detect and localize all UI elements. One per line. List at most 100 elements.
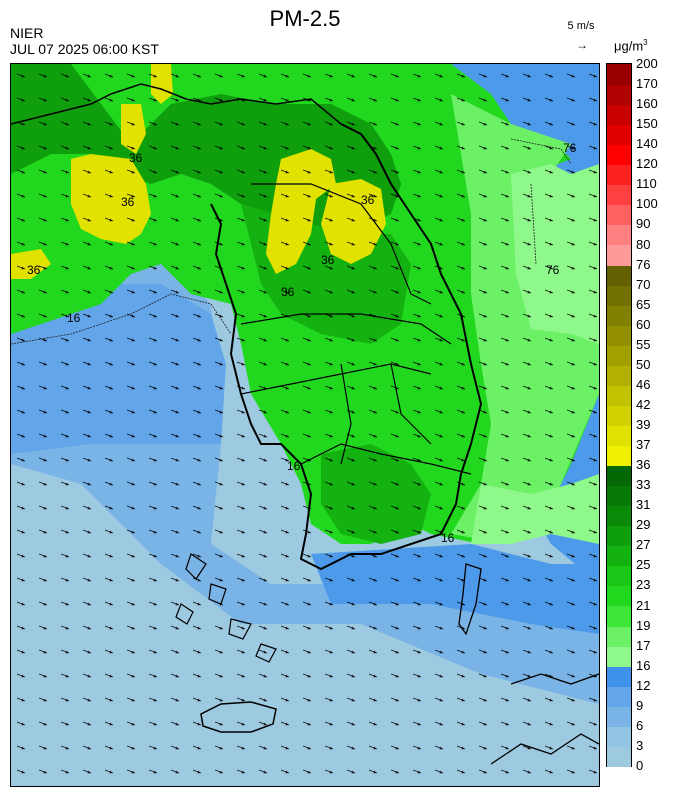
colorbar-tick-label: 25 [636,557,651,573]
contour-label: 36 [121,195,135,209]
contour-16 [11,293,232,345]
colorbar-segment [607,545,631,567]
colorbar-segment [607,264,631,286]
colorbar-segment [607,104,631,126]
colorbar-segment [607,685,631,707]
colorbar-tick-label: 29 [636,517,651,533]
colorbar-tick-label: 23 [636,577,651,593]
colorbar-segment [607,304,631,326]
colorbar-segment [607,364,631,386]
colorbar-tick-label: 39 [636,417,651,433]
colorbar-segment [607,665,631,687]
colorbar-tick-label: 55 [636,336,651,352]
colorbar-segment [607,485,631,507]
unit-label: μg/m3 [614,38,648,54]
timestamp-label: JUL 07 2025 06:00 KST [10,41,159,57]
colorbar-tick-label: 19 [636,617,651,633]
tsushima-island [458,563,482,636]
colorbar-segment [607,465,631,487]
colorbar-tick-label: 80 [636,236,651,252]
colorbar-tick-label: 21 [636,597,651,613]
colorbar-tick-label: 0 [636,758,644,773]
colorbar-tick-label: 120 [636,156,658,172]
colorbar-segment [607,585,631,607]
colorbar-tick-label: 140 [636,136,658,152]
colorbar-segment [607,244,631,266]
map-canvas: 36 36 36 36 36 36 16 76 76 16 16 [11,64,599,786]
contour-label: 36 [321,253,335,267]
colorbar-segment [607,224,631,246]
contour-label: 76 [546,263,560,277]
colorbar-segment [607,605,631,627]
colorbar-tick-label: 12 [636,677,651,693]
contour-label: 76 [563,141,577,155]
colorbar-segment [607,745,631,767]
southwest-islands [175,553,277,663]
colorbar-segment [607,184,631,206]
colorbar-tick-label: 160 [636,96,658,112]
colorbar-segment [607,64,631,85]
contour-label: 16 [441,531,455,545]
colorbar-tick-label: 150 [636,116,658,132]
colorbar-tick-label: 31 [636,497,651,513]
wind-reference-arrow-icon: → [576,38,588,52]
colorbar-tick-label: 70 [636,276,651,292]
wind-reference-label: 5 m/s [567,20,595,32]
colorbar-segment [607,445,631,467]
colorbar-segment [607,284,631,306]
colorbar-segment [607,124,631,146]
colorbar-tick-label: 6 [636,717,644,733]
contour-label: 36 [27,263,41,277]
coastline-north [11,83,342,125]
colorbar-tick-label: 9 [636,697,644,713]
colorbar-tick-label: 3 [636,737,644,753]
colorbar-tick-label: 33 [636,477,651,493]
map-title: PM-2.5 [269,6,341,31]
colorbar-tick-label: 90 [636,216,651,232]
colorbar-labels: 0 3 6 9 12 16 17 19 21 23 25 27 29 31 33 36 37 39 42 46 50 55… [636,57,672,773]
colorbar-segment [607,84,631,106]
colorbar-tick-label: 100 [636,196,658,212]
colorbar-segment [607,344,631,366]
colorbar-segment [607,645,631,667]
colorbar-segment [607,204,631,226]
colorbar-segment [607,725,631,747]
colorbar-segment [607,705,631,727]
jeju-island [200,701,277,733]
colorbar-tick-label: 27 [636,537,651,553]
contour-label: 36 [361,193,375,207]
colorbar-tick-label: 65 [636,296,651,312]
contour-76 [510,138,572,265]
colorbar-tick-label: 170 [636,76,658,92]
colorbar-segment [607,505,631,527]
colorbar-tick-label: 200 [636,56,658,71]
pm25-map[interactable]: 36 36 36 36 36 36 16 76 76 16 16 [10,63,600,787]
colorbar-tick-label: 36 [636,457,651,473]
colorbar-segment [607,525,631,547]
colorbar-tick-label: 46 [636,376,651,392]
agency-label: NIER [10,25,44,41]
colorbar-tick-label: 16 [636,657,651,673]
colorbar-segment [607,164,631,186]
colorbar-tick-label: 110 [636,176,657,192]
colorbar-segment [607,324,631,346]
contour-label-group: 36 36 36 36 36 36 16 76 76 16 16 [27,141,577,545]
colorbar-tick-label: 17 [636,637,651,653]
colorbar-segment [607,565,631,587]
contour-label: 16 [67,311,81,325]
colorbar-tick-label: 37 [636,437,651,453]
contour-label: 36 [281,285,295,299]
colorbar-tick-label: 76 [636,256,651,272]
colorbar-tick-label: 42 [636,396,651,412]
boundary-inner-1 [240,183,472,475]
colorbar-segment [607,425,631,447]
japan-coast [490,673,599,765]
colorbar-segment [607,144,631,166]
colorbar-tick-label: 60 [636,316,651,332]
colorbar-segment [607,404,631,426]
colorbar-tick-label: 50 [636,356,651,372]
colorbar-segment [607,384,631,406]
colorbar-segment [607,625,631,647]
colorbar [606,63,632,767]
contour-label: 36 [129,151,143,165]
